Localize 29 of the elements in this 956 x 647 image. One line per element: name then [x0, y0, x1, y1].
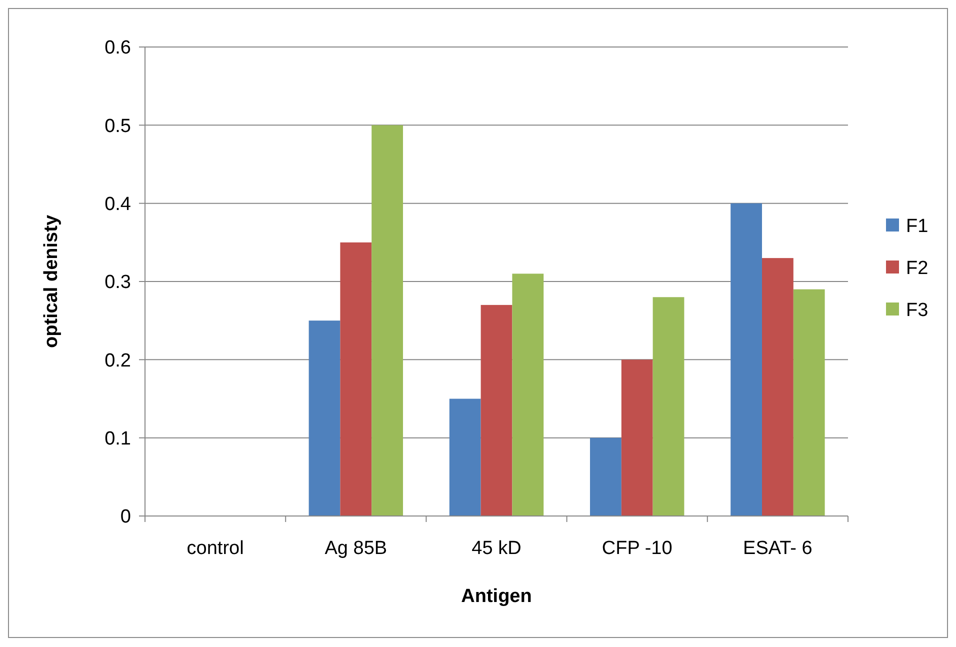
- bar: [621, 360, 653, 516]
- y-tick-label: 0.6: [104, 38, 131, 59]
- x-tick-label: control: [186, 538, 244, 559]
- bar: [512, 274, 544, 516]
- bar: [590, 438, 622, 516]
- x-tick-label: 45 kD: [472, 538, 522, 559]
- legend-label: F1: [906, 216, 928, 238]
- y-tick-label: 0: [120, 506, 131, 528]
- y-tick-label: 0.3: [104, 272, 131, 294]
- bar: [480, 304, 512, 516]
- x-tick-label: ESAT- 6: [743, 538, 812, 559]
- y-tick-label: 0.2: [104, 350, 131, 372]
- bar: [793, 289, 825, 516]
- x-tick-label: Ag 85B: [324, 538, 388, 559]
- bar: [762, 258, 794, 516]
- y-tick-label: 0.4: [104, 194, 132, 215]
- y-axis-title: optical denisty: [41, 214, 62, 348]
- y-tick-label: 0.1: [104, 428, 131, 450]
- bar: [340, 242, 372, 516]
- bar: [730, 203, 762, 516]
- x-tick-label: CFP -10: [602, 538, 672, 559]
- bar: [449, 398, 481, 516]
- bar: [308, 320, 340, 516]
- y-tick-label: 0.5: [104, 116, 131, 137]
- bar: [372, 125, 403, 516]
- bar: [652, 297, 684, 516]
- legend-label: F2: [906, 258, 928, 280]
- legend-label: F3: [906, 300, 928, 322]
- x-axis-title: Antigen: [461, 586, 532, 607]
